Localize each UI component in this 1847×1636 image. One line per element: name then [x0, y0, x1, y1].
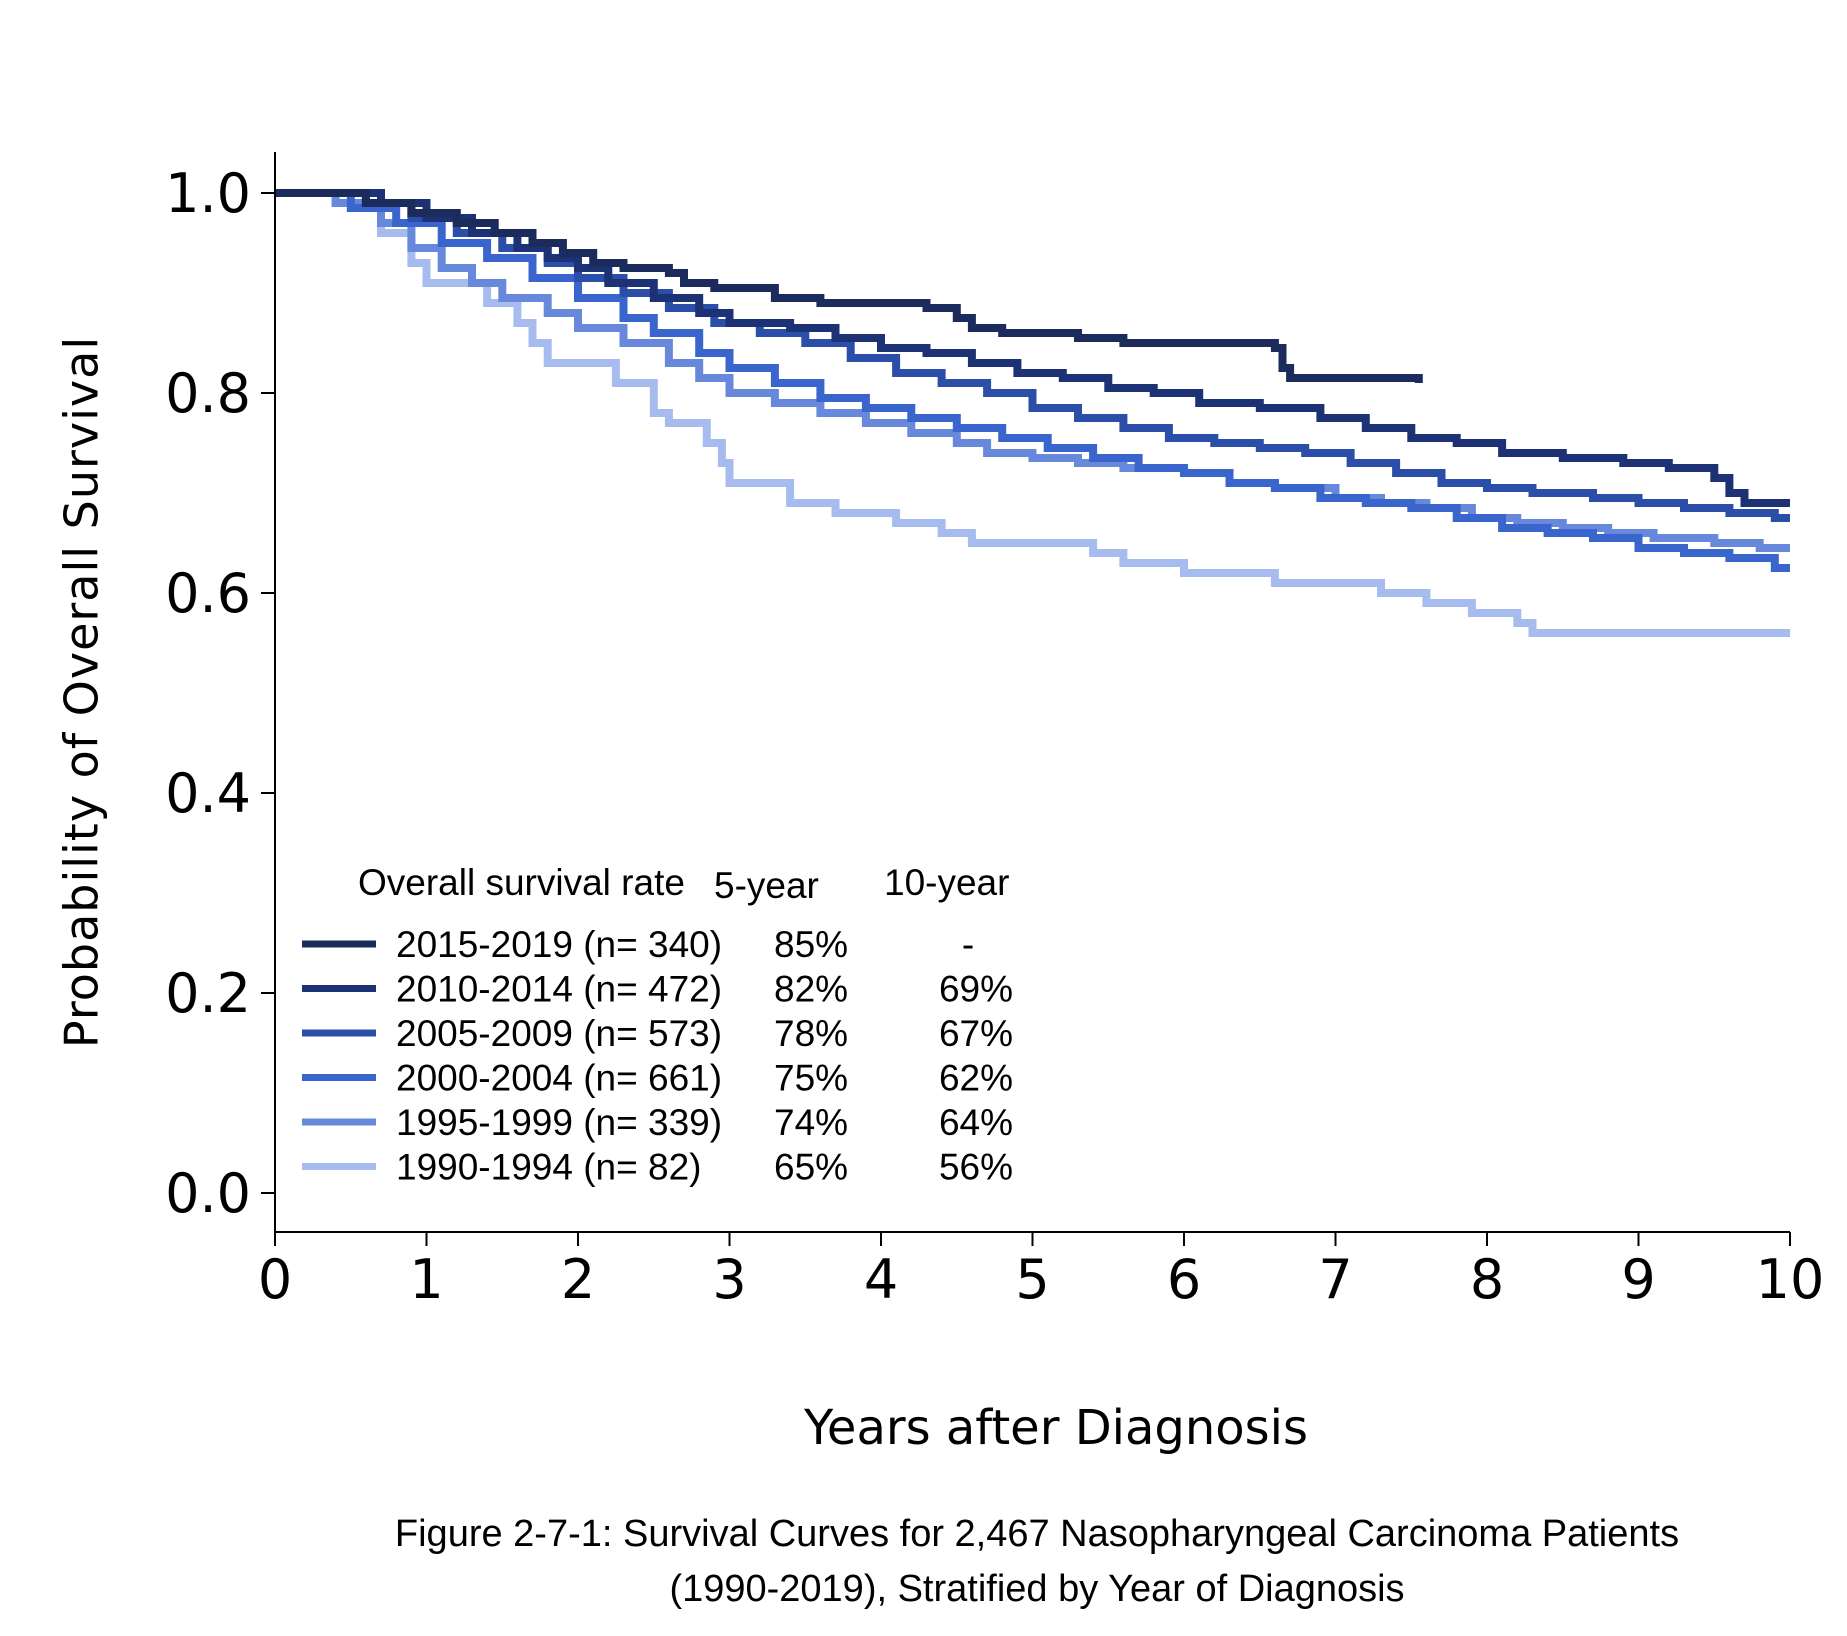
x-tick-label: 4: [864, 1248, 898, 1311]
legend-10year-value: 64%: [939, 1102, 1013, 1143]
x-tick-label: 7: [1318, 1248, 1352, 1311]
survival-curve-2005-2009: [275, 189, 1790, 522]
x-tick-label: 10: [1756, 1248, 1825, 1311]
y-tick-label: 0.0: [165, 1162, 251, 1225]
legend: Overall survival rate 5-year 10-year 201…: [302, 862, 1013, 1188]
legend-5year-value: 85%: [774, 924, 848, 965]
legend-10year-value: 69%: [939, 969, 1013, 1010]
legend-series-name: 2000-2004 (n= 661): [396, 1058, 722, 1099]
survival-curve-2015-2019: [275, 189, 1423, 383]
y-tick-label: 1.0: [165, 162, 251, 225]
legend-10year-header: 10-year: [884, 862, 1009, 903]
x-tick-label: 1: [409, 1248, 443, 1311]
y-axis-ticks: 0.0 0.2 0.4 0.6 0.8 1.0: [165, 162, 275, 1225]
legend-5year-header: 5-year: [714, 865, 819, 906]
legend-5year-value: 74%: [774, 1102, 848, 1143]
y-tick-label: 0.6: [165, 562, 251, 625]
survival-curve-1995-1999: [275, 189, 1790, 552]
legend-header: Overall survival rate: [358, 862, 685, 903]
legend-10year-value: 56%: [939, 1147, 1013, 1188]
y-tick-label: 0.8: [165, 362, 251, 425]
x-tick-label: 9: [1621, 1248, 1655, 1311]
x-axis-label: Years after Diagnosis: [803, 1400, 1308, 1456]
survival-curve-1990-1994: [275, 189, 1790, 637]
y-tick-label: 0.4: [165, 762, 251, 825]
legend-10year-value: 67%: [939, 1013, 1013, 1054]
x-tick-label: 5: [1015, 1248, 1049, 1311]
x-tick-label: 3: [712, 1248, 746, 1311]
legend-series-name: 2005-2009 (n= 573): [396, 1013, 722, 1054]
y-axis-label: Probability of Overall Survival: [55, 336, 109, 1048]
figure-caption-line-1: Figure 2-7-1: Survival Curves for 2,467 …: [395, 1513, 1679, 1555]
x-axis-ticks: 0 1 2 3 4 5 6 7 8 9 10: [258, 1232, 1825, 1311]
legend-10year-value: 62%: [939, 1058, 1013, 1099]
legend-series-name: 1990-1994 (n= 82): [396, 1147, 702, 1188]
x-tick-label: 2: [561, 1248, 595, 1311]
legend-10year-value: -: [962, 924, 974, 965]
y-tick-label: 0.2: [165, 962, 251, 1025]
survival-curve-2010-2014: [275, 189, 1790, 507]
x-tick-label: 0: [258, 1248, 292, 1311]
legend-5year-value: 82%: [774, 969, 848, 1010]
figure-caption-line-2: (1990-2019), Stratified by Year of Diagn…: [669, 1568, 1404, 1610]
x-tick-label: 6: [1167, 1248, 1201, 1311]
legend-series-name: 2010-2014 (n= 472): [396, 969, 722, 1010]
legend-series-name: 2015-2019 (n= 340): [396, 924, 722, 965]
legend-5year-value: 65%: [774, 1147, 848, 1188]
legend-5year-value: 78%: [774, 1013, 848, 1054]
legend-5year-value: 75%: [774, 1058, 848, 1099]
survival-curves: [275, 189, 1790, 637]
legend-series-name: 1995-1999 (n= 339): [396, 1102, 722, 1143]
x-tick-label: 8: [1470, 1248, 1504, 1311]
